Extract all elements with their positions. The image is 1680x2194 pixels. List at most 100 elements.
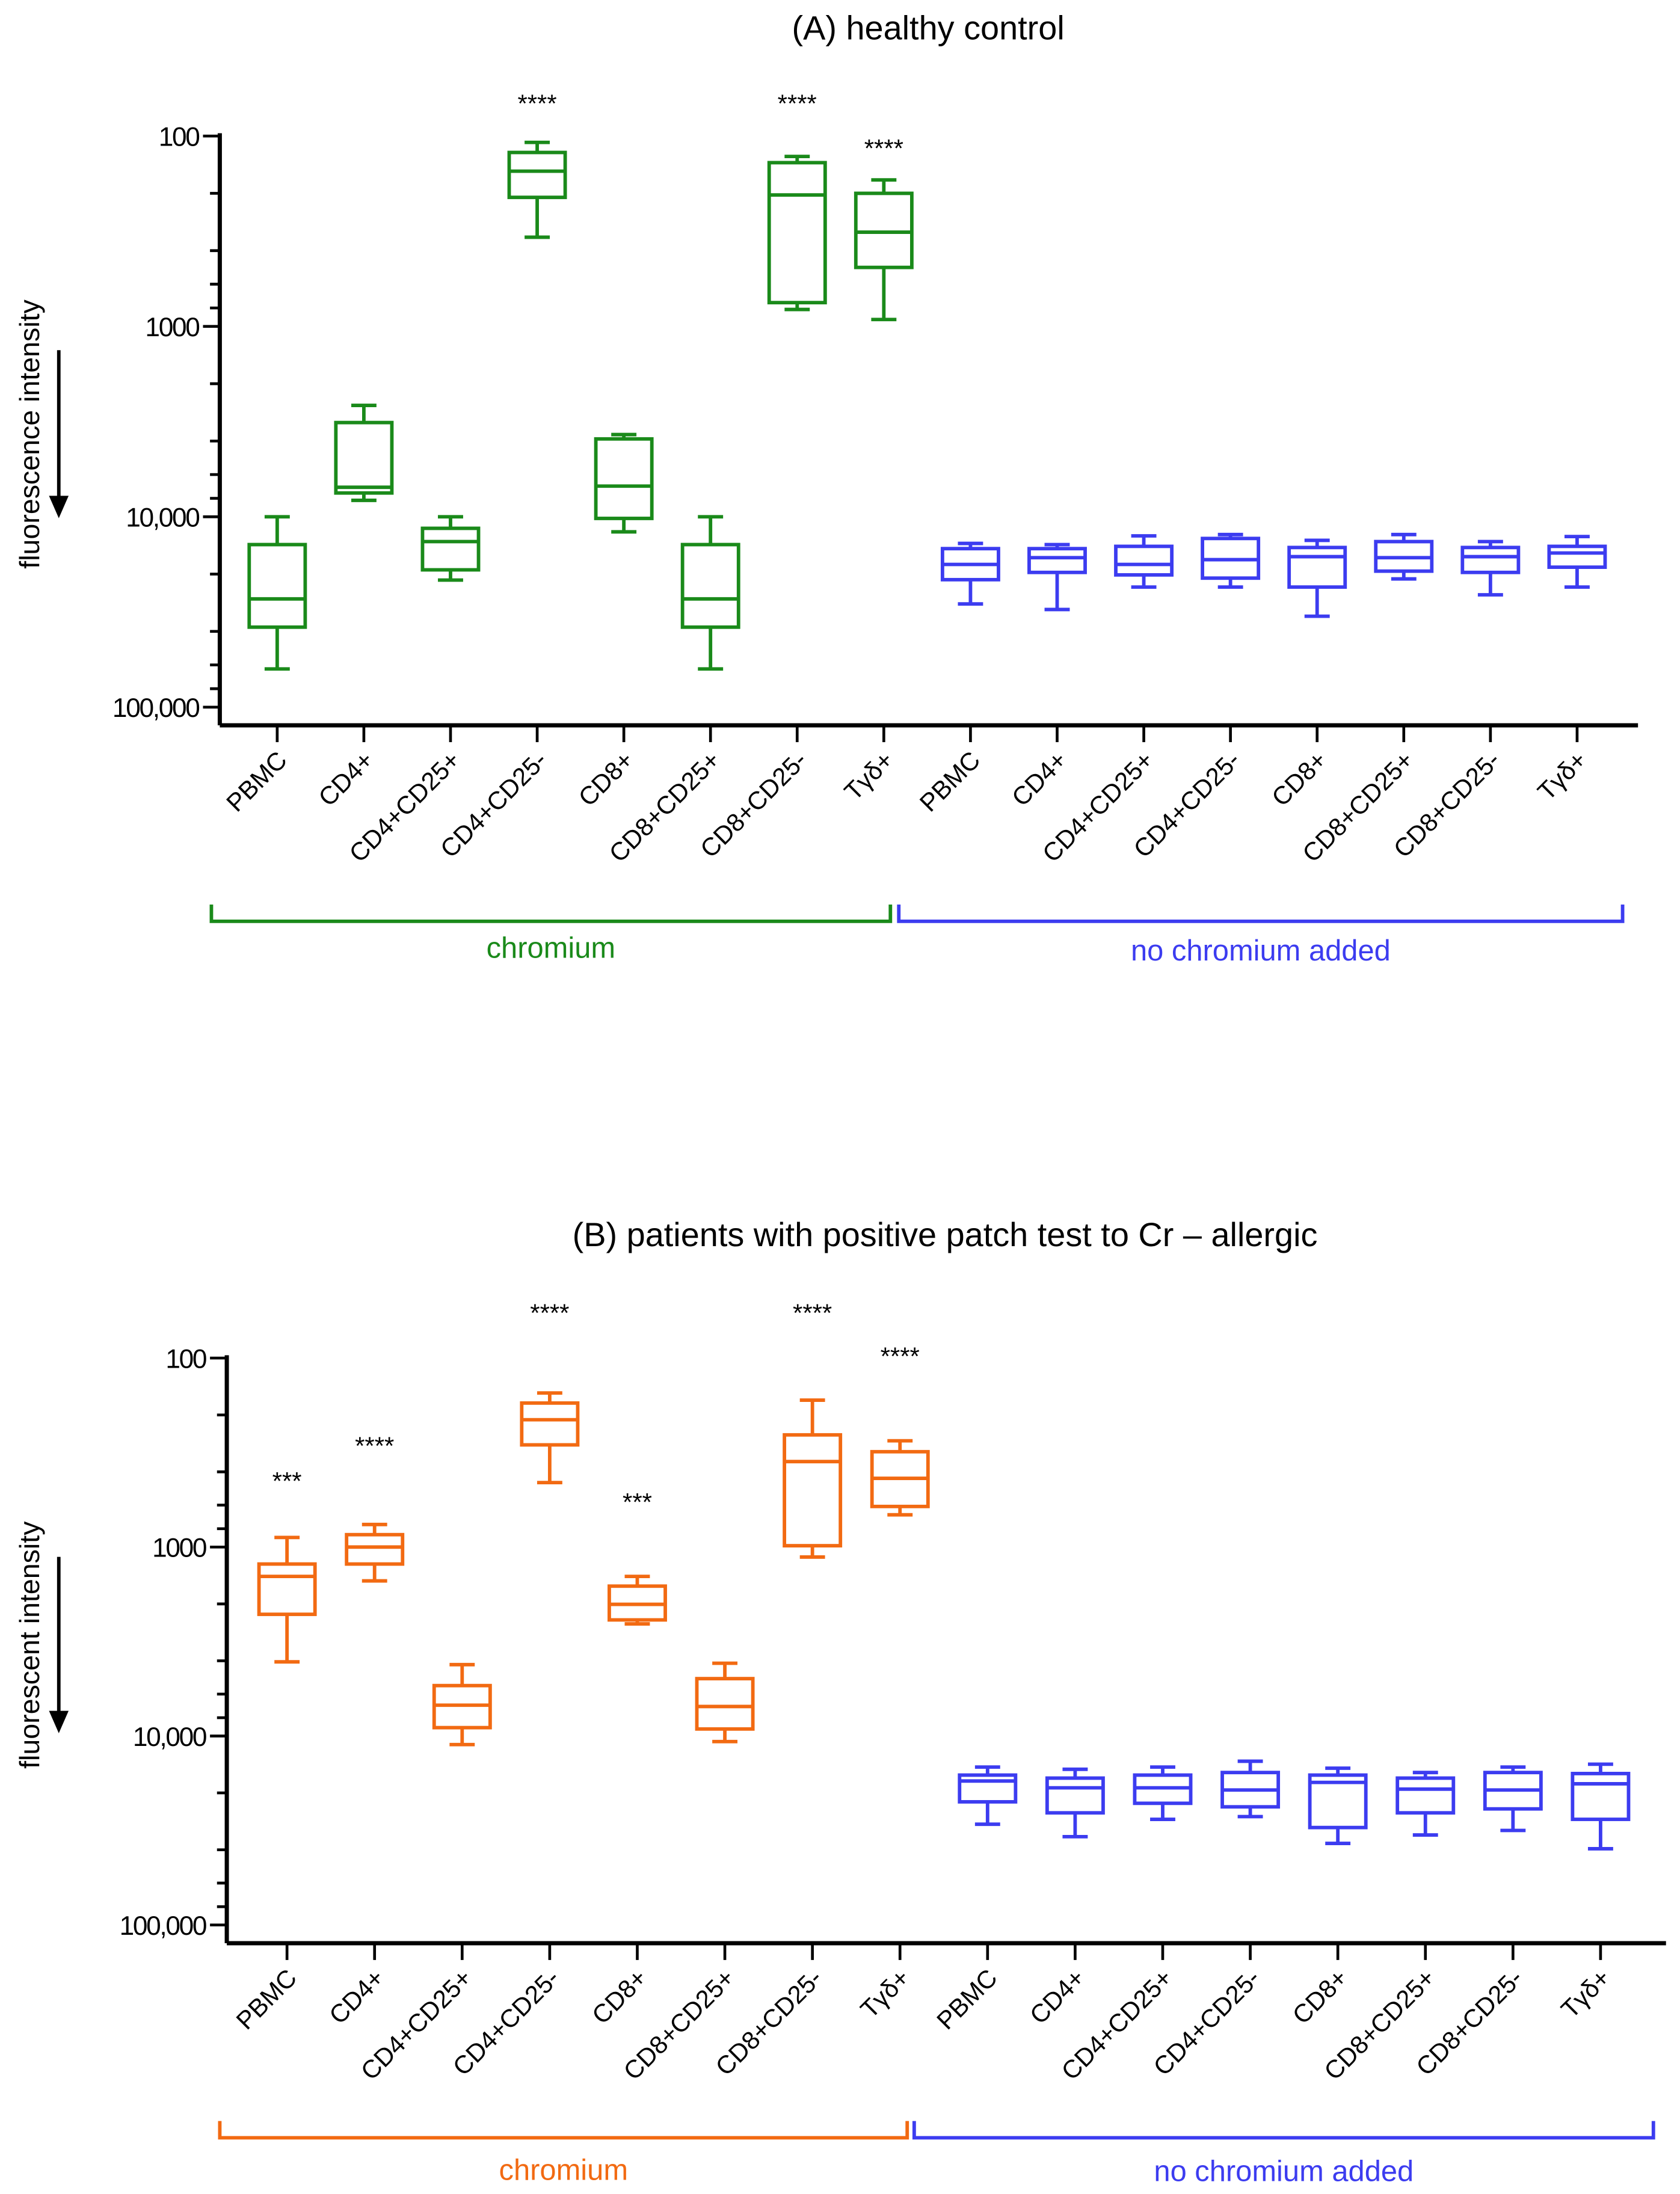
- box-8: [940, 541, 1000, 606]
- box-iqr: [247, 542, 307, 629]
- box-iqr: [783, 1433, 843, 1547]
- box-iqr: [420, 526, 481, 572]
- box-iqr: [767, 161, 827, 305]
- chart-title: (A) healthy control: [792, 9, 1064, 47]
- significance-label: ****: [778, 90, 817, 118]
- x-tick-label: PBMC: [931, 1964, 1003, 2035]
- group-bracket: [209, 904, 893, 923]
- y-axis-label: fluorescence intensity: [14, 299, 45, 568]
- y-tick-label: 100: [165, 1344, 206, 1374]
- box-iqr: [1045, 1776, 1105, 1815]
- box-15: [1547, 535, 1607, 589]
- significance-label: ****: [793, 1299, 832, 1327]
- box-iqr: [1547, 544, 1607, 569]
- y-tick-label: 1000: [145, 313, 199, 342]
- x-tick-label: Tγδ+: [855, 1964, 915, 2024]
- panel-b: (B) patients with positive patch test to…: [14, 1215, 1666, 2188]
- box-15: [1571, 1762, 1631, 1851]
- significance-label: ****: [530, 1299, 569, 1327]
- group-label: no chromium added: [1154, 2156, 1414, 2188]
- group-bracket: [897, 904, 1625, 923]
- box-2: [420, 515, 481, 582]
- box-7: [870, 1439, 930, 1517]
- x-tick-label: PBMC: [230, 1964, 302, 2035]
- y-tick-label: 1000: [152, 1534, 206, 1563]
- box-iqr: [680, 542, 740, 629]
- y-tick-label: 100: [159, 122, 200, 152]
- x-tick-label: PBMC: [914, 746, 986, 817]
- x-tick-label: CD4+: [1024, 1964, 1091, 2030]
- box-iqr: [695, 1677, 755, 1731]
- box-2: [432, 1662, 492, 1747]
- x-tick-label: CD4+: [324, 1964, 390, 2030]
- x-tick-label: Tγδ+: [838, 746, 899, 806]
- significance-label: ***: [623, 1488, 652, 1516]
- group-bracket: [218, 2121, 909, 2140]
- x-tick-label: CD8+: [586, 1964, 653, 2030]
- box-3: [507, 140, 567, 239]
- box-iqr: [958, 1773, 1018, 1804]
- group-bracket: [912, 2121, 1655, 2140]
- group-label: chromium: [499, 2154, 628, 2186]
- significance-label: ****: [355, 1432, 394, 1460]
- box-iqr: [345, 1532, 405, 1566]
- significance-label: ***: [272, 1467, 302, 1495]
- box-14: [1483, 1765, 1543, 1833]
- x-tick-label: CD4+: [313, 746, 379, 812]
- y-axis-label: fluorescent intensity: [14, 1521, 45, 1769]
- box-0: [257, 1535, 317, 1664]
- group-label: chromium: [487, 932, 615, 964]
- significance-label: ****: [864, 134, 903, 162]
- box-iqr: [507, 150, 567, 200]
- box-iqr: [1460, 545, 1521, 574]
- y-tick-label: 100,000: [120, 1911, 206, 1941]
- y-tick-label: 10,000: [126, 503, 199, 533]
- box-13: [1374, 532, 1434, 581]
- box-iqr: [854, 191, 914, 269]
- box-10: [1114, 534, 1174, 589]
- box-iqr: [520, 1401, 580, 1447]
- box-1: [334, 404, 394, 502]
- group-label: no chromium added: [1131, 935, 1391, 967]
- box-6: [767, 155, 827, 312]
- box-0: [247, 515, 307, 671]
- box-10: [1133, 1765, 1193, 1821]
- x-tick-label: Tγδ+: [1555, 1964, 1616, 2024]
- box-14: [1460, 539, 1521, 597]
- box-iqr: [1114, 544, 1174, 577]
- box-iqr: [257, 1562, 317, 1617]
- significance-label: ****: [881, 1342, 920, 1371]
- box-5: [695, 1661, 755, 1744]
- box-iqr: [594, 437, 654, 520]
- box-9: [1045, 1767, 1105, 1839]
- y-tick-label: 10,000: [133, 1722, 206, 1752]
- x-tick-label: CD8+: [1287, 1964, 1353, 2030]
- x-tick-label: CD8+: [573, 746, 639, 812]
- chart-title: (B) patients with positive patch test to…: [573, 1215, 1318, 1253]
- box-iqr: [1308, 1773, 1368, 1830]
- x-tick-label: PBMC: [221, 746, 292, 817]
- arrowhead-icon: [49, 496, 69, 518]
- box-3: [520, 1391, 580, 1485]
- significance-label: ****: [517, 90, 556, 118]
- box-5: [680, 515, 740, 671]
- box-12: [1287, 538, 1347, 618]
- arrowhead-icon: [49, 1710, 69, 1733]
- y-tick-label: 100,000: [112, 693, 199, 723]
- box-9: [1027, 542, 1087, 612]
- box-1: [345, 1522, 405, 1583]
- box-iqr: [1571, 1772, 1631, 1821]
- panel-a: (A) healthy control fluorescence intensit…: [14, 9, 1638, 967]
- x-tick-label: Tγδ+: [1532, 746, 1592, 806]
- box-12: [1308, 1766, 1368, 1845]
- box-4: [608, 1575, 667, 1626]
- x-tick-label: CD4+: [1006, 746, 1072, 812]
- box-iqr: [1027, 547, 1087, 574]
- box-iqr: [1287, 545, 1347, 589]
- box-4: [594, 432, 654, 534]
- box-8: [958, 1765, 1018, 1827]
- box-6: [783, 1398, 843, 1559]
- box-13: [1395, 1771, 1456, 1837]
- box-7: [854, 178, 914, 322]
